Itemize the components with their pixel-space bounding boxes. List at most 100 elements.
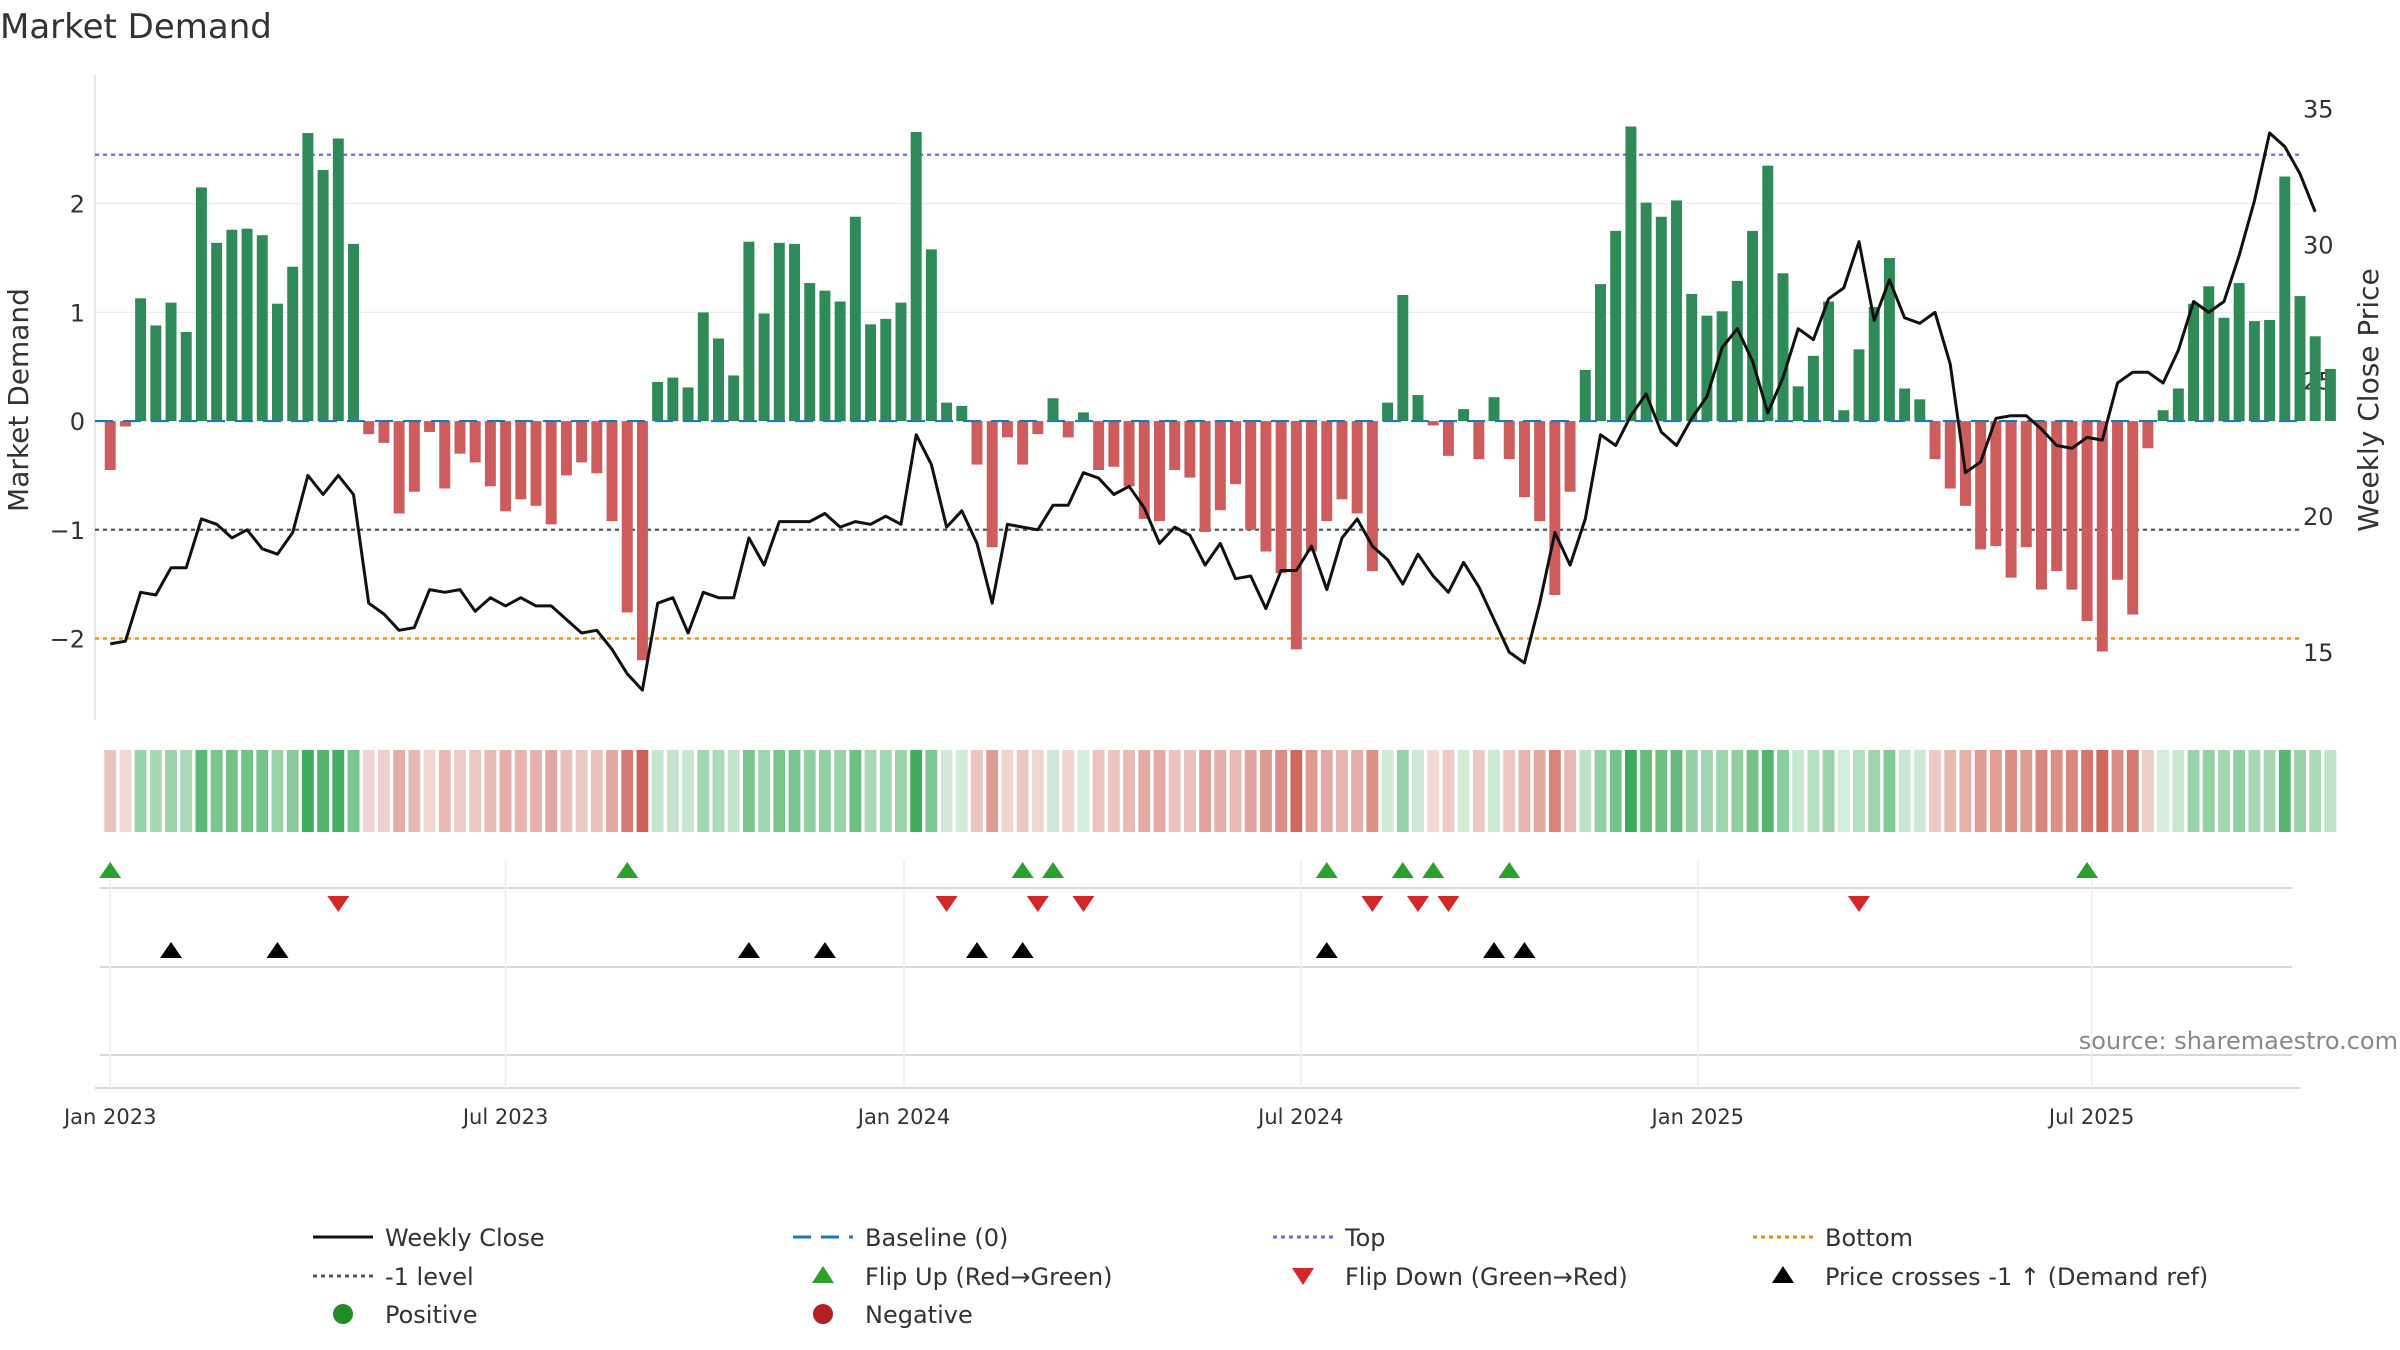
demand-bar (925, 249, 937, 422)
demand-bar (1245, 421, 1257, 530)
flip-down-marker (1407, 896, 1429, 912)
price-cross-marker (1483, 942, 1506, 958)
demand-bar (1853, 349, 1865, 422)
heat-strip-cell (454, 750, 466, 832)
heat-strip-cell (1062, 750, 1075, 832)
demand-bar (2324, 368, 2336, 422)
demand-bar (302, 133, 314, 422)
heat-strip-cell (1260, 750, 1272, 832)
demand-bar (1671, 200, 1682, 422)
demand-bar (1655, 216, 1667, 422)
heat-strip-cell (621, 750, 634, 832)
heat-strip-cell (1153, 750, 1166, 832)
heat-strip-cell (225, 750, 238, 832)
heat-strip-cell (651, 750, 664, 832)
demand-bar (1929, 421, 1941, 460)
heat-strip-cell (910, 750, 923, 832)
heat-strip-cell (530, 750, 542, 832)
heat-strip-cell (879, 750, 892, 832)
legend-top: Top (1344, 1224, 1386, 1252)
heat-strip-cell (727, 750, 740, 832)
demand-bar (1762, 165, 1774, 422)
heat-strip-cell (2278, 750, 2291, 832)
demand-bar (758, 313, 770, 422)
heat-strip-cell (1077, 750, 1090, 832)
heat-strip-cell (378, 750, 390, 832)
heat-strip-cell (545, 750, 558, 832)
right-tick-label: 30 (2303, 231, 2334, 259)
demand-bar (1640, 202, 1652, 422)
demand-bar (1290, 421, 1302, 650)
flip-up-marker (2076, 862, 2099, 878)
demand-bar (2172, 388, 2184, 422)
heat-strip-cell (1989, 750, 2002, 832)
heat-strip-cell (1168, 750, 1181, 832)
price-cross-marker (160, 942, 183, 958)
demand-bar (697, 312, 709, 422)
legend-flip-down: Flip Down (Green→Red) (1345, 1263, 1628, 1291)
heat-strip-cell (362, 750, 375, 832)
heat-strip-cell (1351, 750, 1364, 832)
heat-strip-cell (1761, 750, 1774, 832)
heat-strip-cell (1488, 750, 1500, 832)
left-tick-label: 0 (70, 408, 85, 436)
left-tick-label: −1 (50, 517, 85, 545)
heat-strip-cell (1016, 750, 1029, 832)
demand-bar (1701, 315, 1713, 422)
heat-strip-cell (1837, 750, 1850, 832)
flip-up-marker (1315, 862, 1338, 878)
demand-bar (424, 421, 436, 432)
demand-bar (135, 298, 147, 422)
demand-bar (621, 421, 633, 613)
heat-strip-cell (940, 750, 953, 832)
heat-strip-cell (1199, 750, 1212, 832)
demand-bar (1944, 421, 1956, 489)
demand-bar (728, 375, 740, 422)
left-tick-label: 2 (70, 191, 85, 219)
heat-strip-cell (286, 750, 299, 832)
demand-bar (971, 421, 983, 465)
demand-bar (1138, 421, 1150, 519)
price-cross-marker (737, 942, 760, 958)
heat-strip-cell (1564, 750, 1576, 832)
flip-down-marker (1437, 896, 1460, 912)
flip-down-marker (1848, 896, 1870, 912)
x-tick-label: Jan 2025 (1650, 1105, 1745, 1129)
demand-bar (1564, 421, 1576, 492)
demand-bar (1154, 421, 1165, 522)
heat-strip-cell (1320, 750, 1333, 832)
demand-bar (2279, 176, 2291, 422)
demand-bar (1792, 386, 1804, 422)
heat-strip-cell (1746, 750, 1759, 832)
flip-down-marker (1072, 896, 1095, 912)
heat-strip-cell (1974, 750, 1987, 832)
demand-bar (1625, 126, 1637, 422)
heat-strip-cell (2035, 750, 2048, 832)
demand-bar (1731, 280, 1743, 422)
heat-strip-cell (682, 750, 694, 832)
heat-strip-cell (636, 750, 649, 832)
demand-bar (2036, 421, 2047, 590)
x-tick-label: Jul 2025 (2047, 1105, 2134, 1129)
heat-strip-cell (1092, 750, 1105, 832)
demand-bar (956, 405, 968, 422)
heat-strip-cell (165, 750, 177, 832)
heat-strip-cell (1229, 750, 1242, 832)
heat-strip-cell (1959, 750, 1972, 832)
heat-strip-cell (1457, 750, 1470, 832)
demand-bar (545, 421, 557, 525)
heat-strip-cell (712, 750, 725, 832)
demand-bar (1336, 421, 1348, 500)
heat-strip-cell (1624, 750, 1637, 832)
heat-strip-cell (195, 750, 208, 832)
heat-strip-cell (1640, 750, 1653, 832)
heat-strip-cell (1579, 750, 1592, 832)
heat-strip-cell (1731, 750, 1744, 832)
heat-strip-cell (1396, 750, 1409, 832)
demand-bar (1108, 421, 1120, 467)
heat-strip-cell (2202, 750, 2215, 832)
heat-strip-cell (895, 750, 907, 832)
heat-strip-cell (849, 750, 862, 832)
heat-strip-cell (2126, 750, 2139, 832)
demand-bar (2294, 296, 2306, 422)
